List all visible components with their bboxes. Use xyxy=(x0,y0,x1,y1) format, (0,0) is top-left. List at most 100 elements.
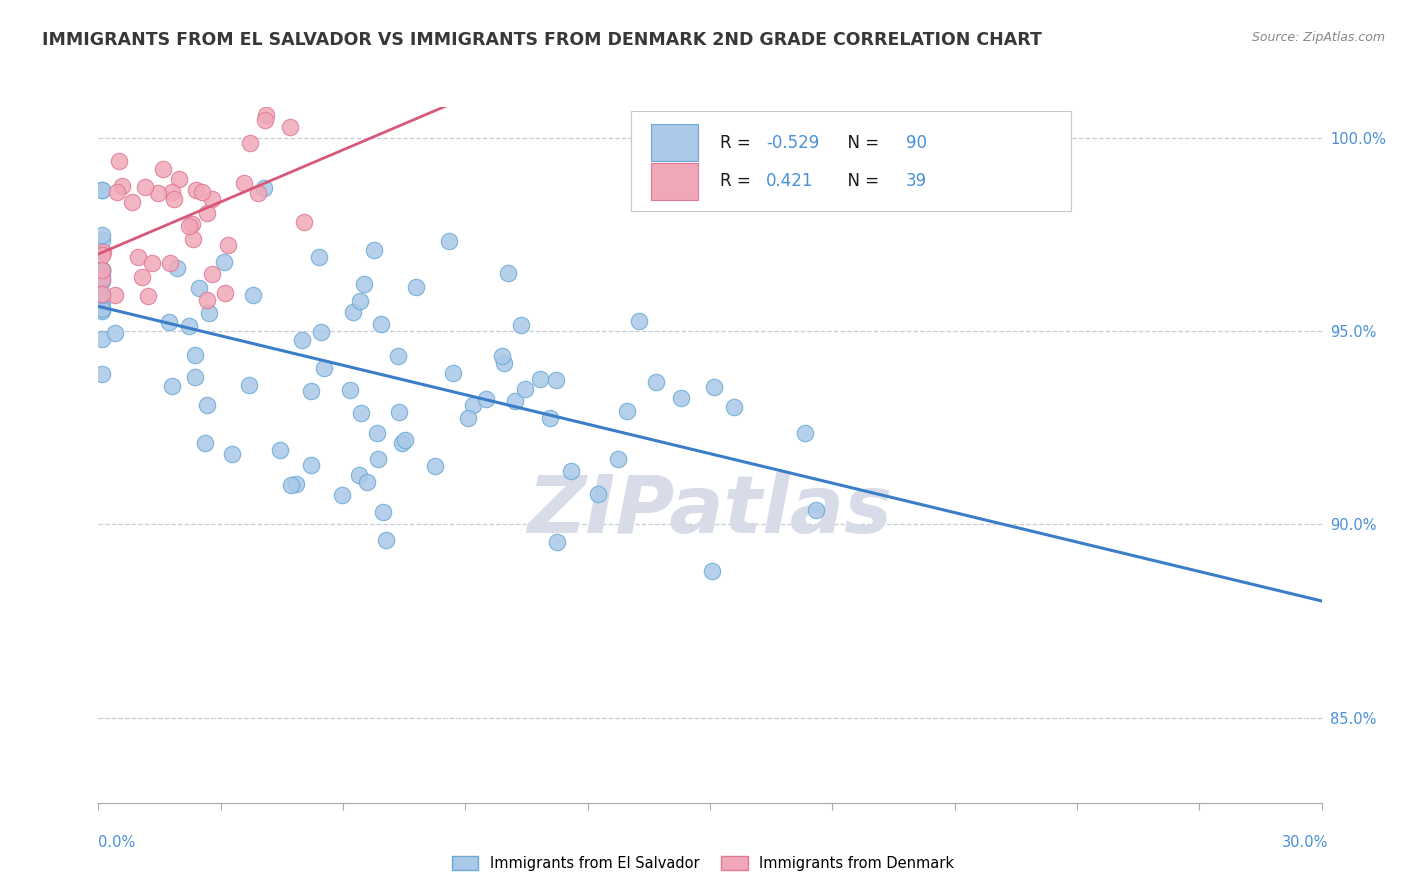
Point xyxy=(356,475,378,490)
Point xyxy=(177,219,200,233)
Point xyxy=(91,183,114,197)
Point xyxy=(309,326,332,340)
Point xyxy=(127,250,149,264)
Point xyxy=(159,255,181,269)
Point xyxy=(91,367,114,381)
Point xyxy=(91,301,114,316)
Point xyxy=(437,234,460,248)
Point xyxy=(91,262,114,277)
Point xyxy=(394,433,416,447)
Point xyxy=(184,370,207,384)
Point xyxy=(91,268,114,283)
Point xyxy=(457,410,479,425)
Point xyxy=(91,332,114,346)
Point xyxy=(91,274,114,288)
Point xyxy=(238,378,260,392)
Point xyxy=(131,270,153,285)
Legend: Immigrants from El Salvador, Immigrants from Denmark: Immigrants from El Salvador, Immigrants … xyxy=(447,852,959,876)
Point xyxy=(339,383,361,397)
Point xyxy=(284,476,307,491)
Point xyxy=(367,451,389,466)
Point xyxy=(239,136,262,151)
Point xyxy=(152,161,174,176)
Point xyxy=(195,206,218,220)
Point xyxy=(104,288,127,302)
Point xyxy=(366,425,388,440)
Point xyxy=(461,398,484,412)
Point xyxy=(806,503,828,517)
Point xyxy=(314,361,336,376)
Point xyxy=(181,232,204,246)
Text: -0.529: -0.529 xyxy=(766,134,820,152)
Point xyxy=(190,186,212,200)
Point xyxy=(515,382,537,396)
Text: N =: N = xyxy=(837,134,884,152)
Point xyxy=(167,171,190,186)
Point xyxy=(91,227,114,242)
Point xyxy=(91,264,114,278)
Point xyxy=(560,464,582,478)
Point xyxy=(269,443,291,458)
Point xyxy=(291,333,314,347)
Point xyxy=(195,293,218,307)
Point xyxy=(353,277,375,292)
Point xyxy=(160,186,183,200)
Point xyxy=(475,392,498,407)
Point xyxy=(374,533,396,548)
Point xyxy=(586,487,609,501)
Point xyxy=(134,180,156,194)
Point xyxy=(292,215,315,229)
Point xyxy=(278,120,301,134)
Point xyxy=(371,505,394,519)
Point xyxy=(91,272,114,286)
Point xyxy=(91,295,114,310)
Text: R =: R = xyxy=(720,172,756,191)
Point xyxy=(669,392,692,406)
Point xyxy=(387,349,409,363)
Point xyxy=(91,291,114,305)
Point xyxy=(388,405,411,419)
Point xyxy=(212,254,235,268)
Point xyxy=(700,565,723,579)
Point xyxy=(299,458,322,472)
Point xyxy=(254,108,277,122)
Point xyxy=(166,260,188,275)
Text: 39: 39 xyxy=(905,172,927,191)
Point xyxy=(280,478,302,492)
Point xyxy=(181,217,204,231)
Point xyxy=(308,250,330,264)
Point xyxy=(91,303,114,318)
Point xyxy=(91,301,114,315)
Point xyxy=(201,193,224,207)
Text: 30.0%: 30.0% xyxy=(1282,836,1329,850)
Point xyxy=(405,280,427,294)
Point xyxy=(247,186,270,200)
Point xyxy=(91,262,114,277)
Point xyxy=(441,367,464,381)
Text: N =: N = xyxy=(837,172,884,191)
Text: 0.0%: 0.0% xyxy=(98,836,135,850)
Point xyxy=(217,237,239,252)
Point xyxy=(107,154,129,169)
Point xyxy=(496,266,519,280)
Point xyxy=(91,263,114,277)
Point xyxy=(723,400,745,414)
Point xyxy=(148,186,170,200)
Point xyxy=(105,185,128,199)
Point xyxy=(253,181,276,195)
Point xyxy=(91,245,114,260)
Point xyxy=(136,289,159,303)
Point xyxy=(703,380,725,394)
Point xyxy=(184,183,207,197)
Point xyxy=(544,373,567,387)
Point xyxy=(349,293,371,308)
Bar xyxy=(651,163,697,200)
Point xyxy=(201,267,224,281)
Point xyxy=(350,406,373,420)
Point xyxy=(111,179,134,194)
Point xyxy=(214,285,236,300)
Bar xyxy=(651,124,697,161)
Point xyxy=(232,177,254,191)
Point xyxy=(163,192,186,206)
Point xyxy=(423,458,446,473)
